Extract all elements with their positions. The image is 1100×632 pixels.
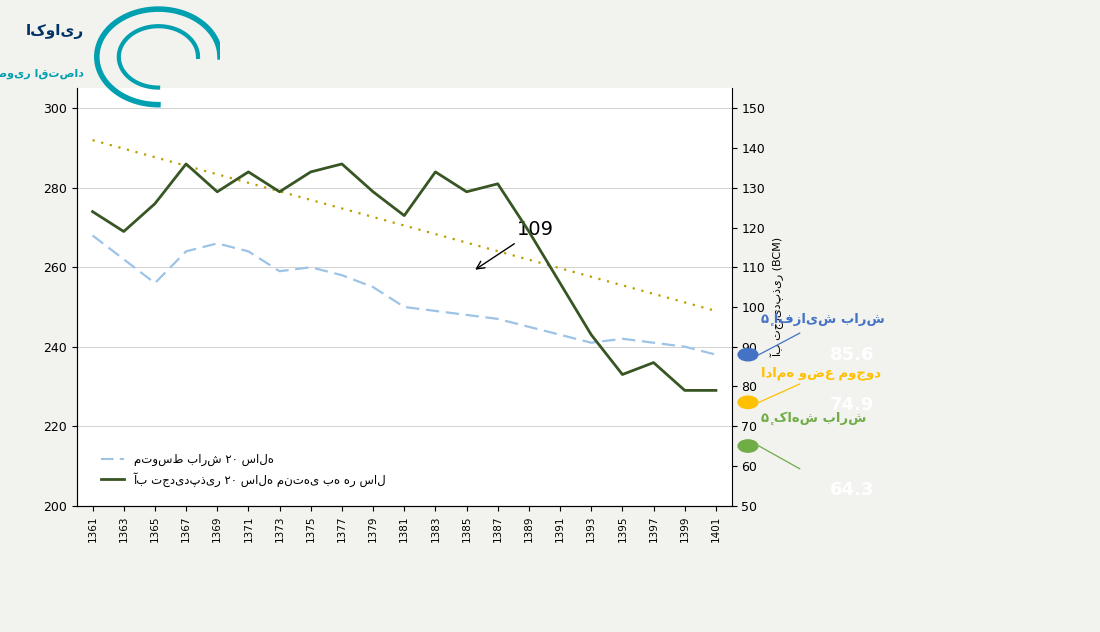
Text: تصویر اقتصاد: تصویر اقتصاد: [0, 69, 84, 79]
Text: ۵ٕ افزایش بارش: ۵ٕ افزایش بارش: [761, 313, 884, 326]
Text: ادامه وضع موجود: ادامه وضع موجود: [761, 367, 881, 380]
Text: 109: 109: [476, 221, 553, 269]
Text: 85.6: 85.6: [829, 346, 874, 363]
Text: 64.3: 64.3: [829, 481, 874, 499]
Legend: متوسط بارش ۲۰ ساله, آب تجدیدپذیر ۲۰ ساله منتهی به هر سال: متوسط بارش ۲۰ ساله, آب تجدیدپذیر ۲۰ ساله…: [96, 448, 392, 491]
Text: ۵ٕ کاهش بارش: ۵ٕ کاهش بارش: [761, 411, 867, 425]
Text: اکوایر: اکوایر: [25, 25, 84, 39]
Y-axis label: آب تجدیدپذیر (BCM): آب تجدیدپذیر (BCM): [771, 237, 784, 357]
Text: 74.9: 74.9: [829, 396, 874, 415]
